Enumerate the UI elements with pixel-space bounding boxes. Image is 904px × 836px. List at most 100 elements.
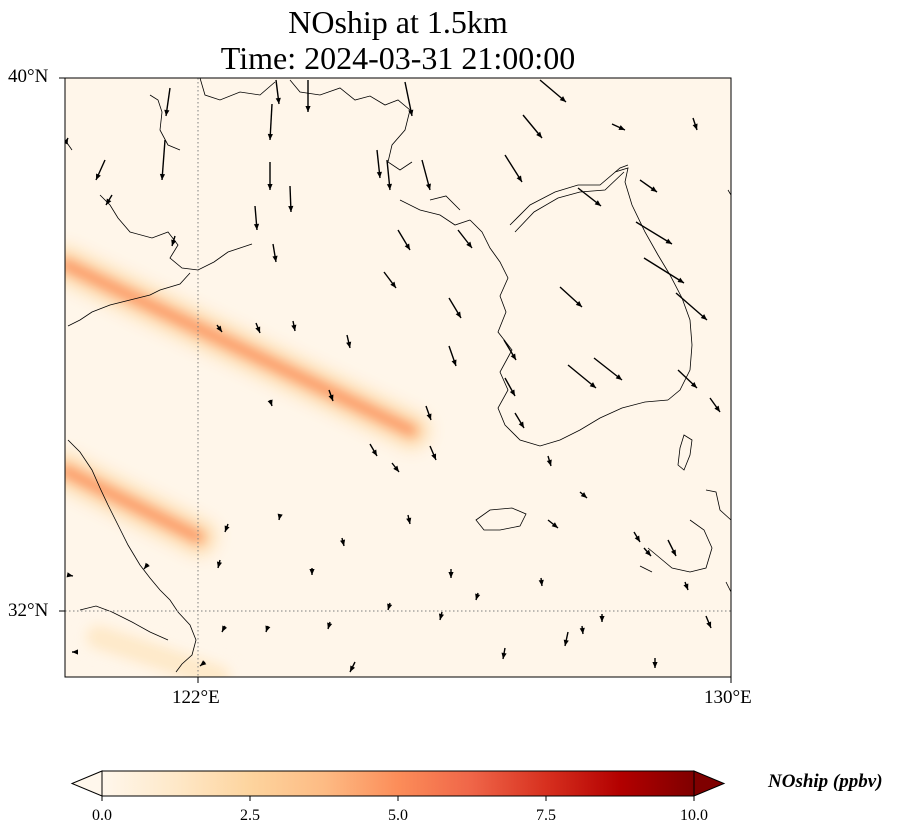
wind-arrow <box>267 162 273 190</box>
colorbar-label: NOship (ppbv) <box>768 771 883 792</box>
wind-arrow <box>224 523 230 533</box>
wind-arrow <box>448 569 454 578</box>
wind-arrow <box>559 286 583 308</box>
wind-arrow <box>309 568 315 575</box>
axis-ticks <box>59 77 732 683</box>
wind-arrow <box>305 80 311 112</box>
wind-arrow <box>72 649 78 655</box>
wind-arrow <box>376 149 382 179</box>
wind-arrow <box>404 81 414 117</box>
wind-arrow <box>546 455 552 467</box>
wind-arrow <box>164 87 171 117</box>
wind-arrow <box>501 647 507 660</box>
wind-arrow <box>216 559 222 569</box>
wind-arrow <box>567 364 597 389</box>
gridlines <box>65 78 731 677</box>
wind-arrow <box>253 205 260 231</box>
colorbar-ticks <box>101 796 695 801</box>
wind-arrow <box>475 592 481 601</box>
wind-arrow <box>522 114 543 139</box>
wind-arrow <box>159 139 166 181</box>
colorbar-tick-label: 7.5 <box>536 807 556 824</box>
wind-arrow <box>199 660 207 667</box>
colorbar-body <box>102 771 694 796</box>
wind-arrow <box>675 292 708 321</box>
wind-arrow <box>383 271 397 289</box>
colorbar-tick-label: 5.0 <box>388 807 408 824</box>
wind-arrow <box>429 445 437 461</box>
wind-arrow <box>216 324 223 333</box>
wind-arrow <box>643 547 652 557</box>
coastline-liaodong <box>149 78 413 171</box>
wind-arrow <box>599 614 605 622</box>
coastline-yellow-sea-north <box>399 195 471 226</box>
wind-arrow <box>406 514 412 525</box>
colorbar-extend-low <box>70 770 103 797</box>
wind-arrow <box>438 611 444 621</box>
wind-arrow <box>457 229 473 249</box>
lat-tick-label-40n: 40°N <box>8 66 49 87</box>
wind-arrow <box>425 405 432 421</box>
coastline-korea-north <box>509 164 629 233</box>
wind-arrow <box>275 79 281 105</box>
coastline-tsushima <box>677 434 693 471</box>
wind-arrow <box>639 179 658 193</box>
wind-arrow <box>340 537 346 547</box>
map-title-line-1: NOship at 1.5km <box>288 4 508 40</box>
wind-arrow <box>593 357 623 381</box>
wind-arrow <box>579 491 588 499</box>
wind-arrow <box>171 235 177 247</box>
wind-arrow <box>277 513 283 521</box>
wind-arrow <box>328 389 334 402</box>
wind-vector-field <box>65 79 721 673</box>
map-panel <box>65 78 731 677</box>
wind-arrow <box>346 334 352 349</box>
wind-arrow <box>143 562 150 570</box>
wind-arrow <box>677 369 698 389</box>
wind-arrow <box>504 154 523 183</box>
wind-arrow <box>397 229 411 251</box>
plume-1-band-2 <box>65 464 205 544</box>
lat-tick-label-32n: 32°N <box>8 600 49 621</box>
wind-arrow <box>539 79 567 103</box>
wind-arrow <box>563 631 569 647</box>
wind-arrow <box>633 531 641 543</box>
wind-arrow <box>692 117 698 131</box>
wind-arrow <box>611 123 626 131</box>
wind-arrow <box>66 572 74 578</box>
wind-arrow <box>538 577 544 587</box>
colorbar <box>70 770 726 801</box>
wind-arrow <box>386 159 392 191</box>
wind-arrow <box>577 187 602 207</box>
wind-arrow <box>448 297 462 319</box>
wind-arrow <box>288 185 294 213</box>
colorbar-tick-label: 0.0 <box>92 807 112 824</box>
colorbar-tick-label: 2.5 <box>240 807 260 824</box>
wind-arrow <box>514 412 525 429</box>
wind-arrow <box>265 625 271 633</box>
wind-arrow <box>105 194 113 206</box>
map-frame <box>64 77 732 678</box>
wind-arrow <box>267 399 273 407</box>
wind-arrow <box>683 581 689 591</box>
lon-tick-label-122e: 122°E <box>172 687 220 708</box>
colorbar-tick-label: 10.0 <box>680 807 708 824</box>
wind-arrow <box>635 221 673 245</box>
wind-arrow <box>504 377 516 397</box>
wind-arrow <box>95 159 106 181</box>
coastlines <box>65 78 731 673</box>
wind-arrow <box>643 257 685 284</box>
wind-arrow <box>652 658 658 668</box>
colorbar-extend-high <box>693 770 726 797</box>
concentration-background <box>65 78 731 677</box>
wind-arrow <box>65 137 69 145</box>
wind-arrow <box>391 462 400 473</box>
wind-arrow <box>267 103 273 141</box>
wind-arrow <box>421 159 431 191</box>
wind-arrow <box>547 519 559 529</box>
wind-arrow <box>709 397 721 413</box>
wind-arrow <box>291 320 297 332</box>
wind-arrow <box>503 339 517 361</box>
wind-arrow <box>387 602 393 611</box>
